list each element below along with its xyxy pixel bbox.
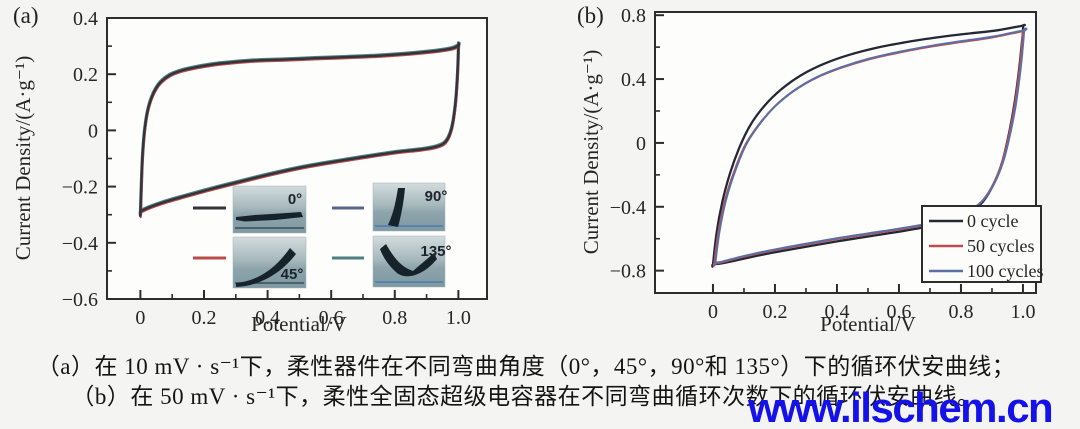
inset-photo-135°: 135° xyxy=(372,235,452,288)
x-tick-label: 0 xyxy=(135,307,145,329)
photo-background xyxy=(232,185,307,234)
device-silhouette xyxy=(236,212,303,222)
x-tick-label: 0.2 xyxy=(191,307,216,329)
x-tick-label: 1.0 xyxy=(1010,301,1035,323)
chart-panel-a: 0 0.2 0.4 0.6 0.8 1.0 0.4 0.2 0 −0.2 −0.4 −0.6 Poten… xyxy=(11,8,488,336)
device-silhouette xyxy=(388,188,405,227)
y-tick-label: 0.2 xyxy=(73,64,98,86)
legend-entry-label: 0 cycle xyxy=(967,211,1018,231)
figure-caption: （a）在 10 mV · s⁻¹下，柔性器件在不同弯曲角度（0°，45°，90°… xyxy=(0,352,1080,412)
x-tick-label: 0.8 xyxy=(948,301,973,323)
bend-angle-label: 90° xyxy=(425,188,448,205)
caption-line-2: （b）在 50 mV · s⁻¹下，柔性全固态超级电容器在不同弯曲循环次数下的循… xyxy=(71,384,981,409)
y-tick-label: −0.8 xyxy=(610,261,646,283)
device-silhouette xyxy=(236,248,296,287)
x-axis-label: Potential/V xyxy=(251,312,347,336)
y-tick-label: −0.4 xyxy=(62,233,98,255)
panel-b-label: (b) xyxy=(577,3,604,28)
y-tick-label: −0.6 xyxy=(62,289,98,311)
bending-angle-legend: 0° 90° 45° 135° xyxy=(193,182,452,289)
bend-angle-label: 0° xyxy=(288,191,302,208)
y-tick-label: −0.4 xyxy=(610,197,646,219)
x-tick-label: 0.8 xyxy=(382,307,407,329)
y-tick-label: 0.8 xyxy=(621,5,646,27)
panel-a-label: (a) xyxy=(13,3,39,28)
bend-angle-label: 135° xyxy=(420,243,451,260)
y-tick-label: 0.4 xyxy=(621,69,646,91)
legend-entry-label: 100 cycles xyxy=(967,261,1043,281)
legend-entry-label: 50 cycles xyxy=(967,236,1034,256)
inset-photo-0°: 0° xyxy=(232,185,307,234)
chart-panel-b: 0 0.2 0.4 0.6 0.8 1.0 0.8 0.4 0 −0.4 −0.8 Potential… xyxy=(579,5,1043,336)
x-tick-label: 0.4 xyxy=(255,307,280,329)
legend-box: 0 cycle 50 cycles 100 cycles xyxy=(921,205,1043,283)
y-tick-label: 0 xyxy=(636,133,646,155)
watermark-text: www.ilschem.cn xyxy=(748,384,1054,429)
cv-charts: 0 0.2 0.4 0.6 0.8 1.0 0.4 0.2 0 −0.2 −0.4 −0.6 Poten… xyxy=(11,5,1043,336)
x-tick-label: 0 xyxy=(708,301,718,323)
cv-curve-100-cycles xyxy=(713,27,1028,266)
inset-photo-90°: 90° xyxy=(372,182,448,232)
x-tick-label: 1.0 xyxy=(446,307,471,329)
y-tick-label: 0 xyxy=(88,120,98,142)
x-tick-label: 0.4 xyxy=(824,301,849,323)
y-axis-label: Current Density/(A·g⁻¹) xyxy=(579,50,603,255)
inset-photo-45°: 45° xyxy=(232,236,307,289)
x-tick-label: 0.6 xyxy=(319,307,344,329)
caption-line-1: （a）在 10 mV · s⁻¹下，柔性器件在不同弯曲角度（0°，45°，90°… xyxy=(36,354,1016,379)
legend-frame xyxy=(921,205,1042,283)
bend-angle-label: 45° xyxy=(281,266,304,283)
photo-background xyxy=(232,236,307,289)
x-axis-label: Potential/V xyxy=(820,312,916,336)
device-silhouette xyxy=(380,244,437,277)
x-tick-label: 0.2 xyxy=(762,301,787,323)
cv-curve-0° xyxy=(138,42,461,218)
y-tick-label: 0.4 xyxy=(73,8,98,30)
x-tick-label: 0.6 xyxy=(886,301,911,323)
photo-background xyxy=(372,182,446,232)
y-axis-label: Current Density/(A·g⁻¹) xyxy=(11,56,35,261)
y-tick-label: −0.2 xyxy=(62,177,98,199)
